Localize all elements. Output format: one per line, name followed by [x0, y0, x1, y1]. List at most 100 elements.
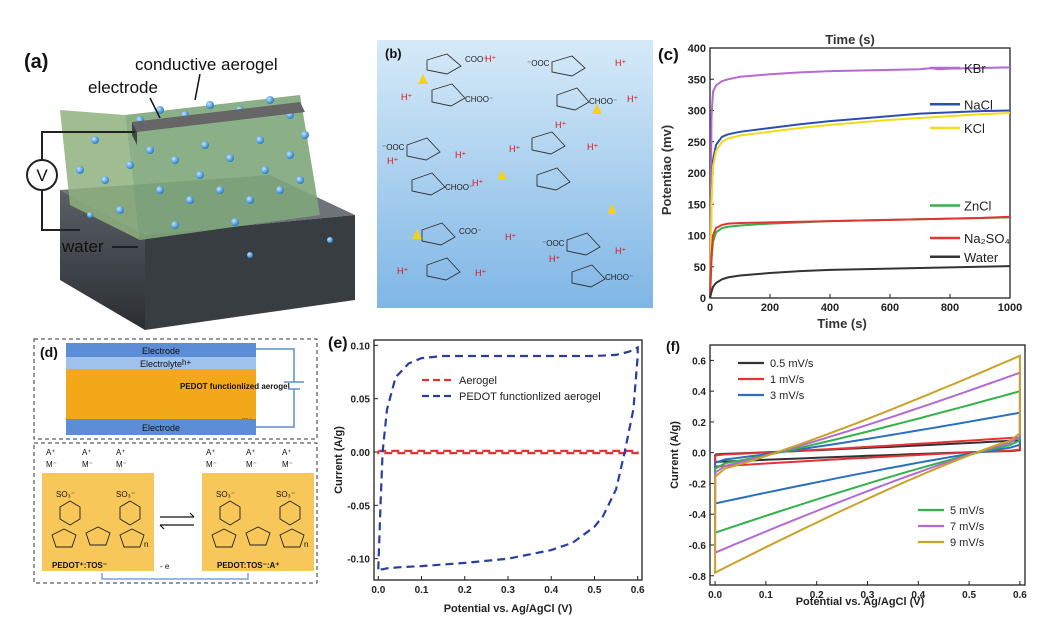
svg-text:PEDOT functionlized aerogel: PEDOT functionlized aerogel: [180, 382, 290, 391]
cv-aerogel-chart: (e) Potential vs. Ag/AgCl (V) Current (A…: [328, 335, 645, 615]
proton-label: H⁺: [455, 150, 466, 160]
electrode-bar: [132, 102, 305, 132]
svg-text:A⁺: A⁺: [206, 448, 216, 457]
svg-text:M⁻: M⁻: [116, 460, 127, 469]
y-axis-label: Potentiao (mv): [659, 125, 674, 215]
panel-e: (e) Potential vs. Ag/AgCl (V) Current (A…: [322, 330, 650, 620]
svg-text:n: n: [144, 540, 148, 549]
cv-loop: [714, 354, 1021, 575]
proton-label: H⁺: [627, 94, 638, 104]
cv-loop: [714, 436, 1021, 468]
legend-label: ZnCl: [964, 199, 992, 214]
carboxylate-label: CHOO⁻: [589, 97, 617, 106]
carboxylate-label: ⁻OOC: [382, 143, 405, 152]
x-axis-label: Time (s): [817, 316, 867, 331]
svg-text:SO₃⁻: SO₃⁻: [116, 490, 135, 499]
x-tick-label: 0.5: [587, 585, 601, 596]
panel-f: (f) Potential vs. Ag/AgCl (V) Current (A…: [660, 335, 1040, 620]
carboxylate-label: COO⁻: [465, 55, 487, 64]
x-axis-label: Potential vs. Ag/AgCl (V): [444, 603, 573, 615]
x-tick-label: 0.6: [1013, 590, 1027, 601]
y-tick-label: 0.6: [692, 356, 706, 367]
svg-text:Electrode: Electrode: [142, 346, 180, 356]
plot-frame: [373, 339, 643, 581]
legend-label: 1 mV/s: [770, 374, 805, 386]
svg-text:M⁻: M⁻: [46, 460, 57, 469]
carboxylate-label: CHOO⁻: [465, 95, 493, 104]
svg-text:M⁻: M⁻: [206, 460, 217, 469]
svg-text:A⁺: A⁺: [82, 448, 92, 457]
cv-loop: [714, 411, 1021, 505]
pedot-mechanism-diagram: (d) Electrode Electrolyte PEDOT function…: [33, 338, 318, 584]
proton-label: H⁺: [505, 232, 516, 242]
svg-text:M⁻: M⁻: [282, 460, 293, 469]
equilibrium-arrows: [159, 512, 195, 530]
y-tick-label: 100: [688, 231, 706, 243]
y-tick-label: 200: [688, 168, 706, 180]
panel-a-label: (a): [24, 51, 48, 73]
x-axis-label: Potential vs. Ag/AgCl (V): [796, 596, 925, 608]
electrode-bottom: [66, 419, 256, 435]
y-tick-label: 350: [688, 74, 706, 86]
legend-label: Na₂SO₄: [964, 231, 1010, 246]
carboxylate-label: ⁻OOC: [542, 239, 565, 248]
series-line: [709, 109, 1011, 299]
legend-label: 3 mV/s: [770, 390, 805, 402]
x-tick-label: 0.1: [759, 590, 773, 601]
svg-text:M⁻: M⁻: [82, 460, 93, 469]
legend-label: KBr: [964, 61, 986, 76]
proton-label: H⁺: [387, 156, 398, 166]
proton-label: H⁺: [555, 120, 566, 130]
voltmeter-icon: [26, 159, 58, 191]
panel-b-label: (b): [385, 46, 402, 61]
y-tick-label: 250: [688, 137, 706, 149]
x-tick-label: 0.0: [371, 585, 385, 596]
legend-label: KCl: [964, 121, 985, 136]
y-tick-label: -0.6: [689, 541, 707, 552]
cv-loop: [714, 389, 1021, 535]
electrolyte-layer: [66, 357, 256, 369]
cv-loop: [714, 371, 1021, 555]
y-axis-label: Current (A/g): [669, 421, 681, 489]
svg-text:SO₃⁻: SO₃⁻: [56, 490, 75, 499]
series-line: [709, 215, 1011, 299]
panel-f-label: (f): [666, 338, 680, 354]
oxidized-state-box: [42, 473, 154, 571]
pedot-structures: [51, 500, 305, 548]
electrode-caption: electrode: [88, 78, 158, 97]
y-tick-label: -0.10: [347, 555, 370, 566]
y-tick-label: 0.05: [351, 395, 371, 406]
x-tick-label: 0.1: [415, 585, 429, 596]
reduced-state-label: PEDOT:TOS⁻:A⁺: [217, 561, 280, 570]
panel-d: (d) Electrode Electrolyte PEDOT function…: [32, 337, 319, 585]
svg-text:A⁺: A⁺: [246, 448, 256, 457]
svg-text:n: n: [304, 540, 308, 549]
legend-label: PEDOT functionlized aerogel: [459, 391, 601, 403]
x-tick-label: 0.2: [458, 585, 472, 596]
svg-text:M⁻: M⁻: [246, 460, 257, 469]
proton-label: H⁺: [472, 178, 483, 188]
cv-scanrate-chart: (f) Potential vs. Ag/AgCl (V) Current (A…: [666, 338, 1027, 608]
svg-text:Electrode: Electrode: [142, 423, 180, 433]
chitosan-diagram: (b) COO⁻ ⁻OOC CHOO⁻ CHOO⁻ ⁻OOC CHOO⁻ COO…: [382, 46, 638, 308]
proton-label: H⁺: [401, 92, 412, 102]
reduced-state-box: [202, 473, 314, 571]
y-tick-label: 300: [688, 106, 706, 118]
legend-label: Aerogel: [459, 375, 497, 387]
legend-label: 7 mV/s: [950, 521, 985, 533]
svg-text:A⁺: A⁺: [46, 448, 56, 457]
chart-top-title: Time (s): [825, 32, 875, 47]
electron-label: - e: [160, 562, 170, 571]
panel-a: V (a) conductive aerogel electrode water: [0, 40, 370, 330]
y-tick-label: -0.8: [689, 572, 707, 583]
y-tick-label: 50: [694, 262, 706, 274]
pedot-aerogel-layer: [66, 369, 256, 419]
proton-flow-arrows: [415, 80, 614, 308]
carboxylate-label: ⁻OOC: [527, 59, 550, 68]
x-tick-label: 0.0: [708, 590, 722, 601]
svg-text:SO₃⁻: SO₃⁻: [276, 490, 295, 499]
y-tick-label: 400: [688, 43, 706, 55]
oxidized-state-label: PEDOT⁺:TOS⁻: [52, 561, 107, 570]
series-line: [709, 265, 1011, 299]
potential-time-chart: (c) Time (s) Time (s) Potentiao (mv) 0 20…: [658, 32, 1022, 331]
